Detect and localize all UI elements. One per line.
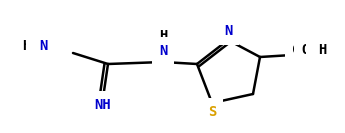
Text: N: N — [39, 39, 47, 53]
Text: 2: 2 — [311, 48, 317, 58]
Text: H: H — [22, 39, 30, 53]
Text: 2: 2 — [31, 44, 37, 54]
Text: C: C — [292, 43, 300, 57]
Text: H: H — [159, 29, 167, 43]
Text: O: O — [301, 43, 309, 57]
Text: N: N — [224, 24, 232, 38]
Text: H: H — [318, 43, 326, 57]
Text: S: S — [208, 105, 216, 119]
Text: N: N — [159, 44, 167, 58]
Text: NH: NH — [95, 98, 111, 112]
